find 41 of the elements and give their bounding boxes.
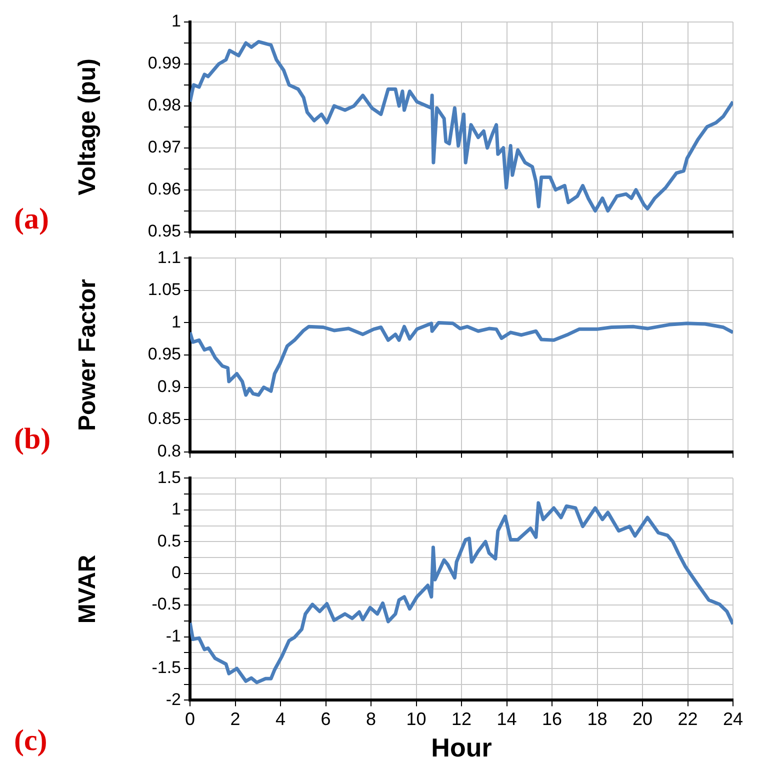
y-axis-title: Voltage (pu) [74,58,102,196]
y-tick-label: 1 [172,500,181,519]
y-tick-label: 0.95 [148,344,181,364]
y-tick-label: 0 [172,563,181,582]
x-tick-label: 18 [587,708,608,729]
y-axis-title: MVAR [74,554,102,624]
y-tick-label: 1.5 [157,468,181,487]
x-tick-label: 16 [542,708,562,729]
y-tick-label: 0.99 [148,54,181,73]
y-axis-title: Power Factor [74,278,102,432]
y-tick-label: 0.95 [148,221,181,240]
x-tick-label: 10 [406,708,426,729]
y-tick-label: -2 [166,690,181,709]
y-tick-label: 0.8 [157,441,181,460]
x-tick-label: 12 [451,708,472,729]
y-tick-label: 0.97 [148,138,181,157]
y-tick-label: 0.85 [148,409,181,428]
text: (a) [14,202,49,236]
y-tick-label: -1.5 [152,658,181,678]
x-tick-label: 4 [275,708,286,729]
x-tick-label: 20 [632,708,653,729]
y-tick-label: 0.5 [157,531,181,550]
text: (b) [14,422,51,456]
x-tick-label: 2 [230,708,240,729]
x-tick-label: 0 [184,708,196,729]
y-tick-label: 0.96 [148,180,181,199]
y-tick-label: 1.05 [148,280,181,300]
y-tick-label: 1.1 [157,248,181,267]
y-tick-label: -1 [166,626,181,646]
y-tick-label: 0.98 [148,96,181,115]
x-tick-label: 24 [722,708,744,729]
text: (c) [14,724,48,757]
y-tick-label: 0.9 [157,376,181,396]
x-tick-label: 14 [496,708,517,729]
y-tick-label: -0.5 [152,594,181,614]
x-tick-label: 22 [678,708,698,729]
y-tick-label: 1 [172,12,181,31]
x-axis-title: Hour [431,732,492,763]
y-tick-label: 1 [172,312,181,332]
x-tick-label: 8 [366,708,376,729]
x-tick-label: 6 [320,708,331,729]
